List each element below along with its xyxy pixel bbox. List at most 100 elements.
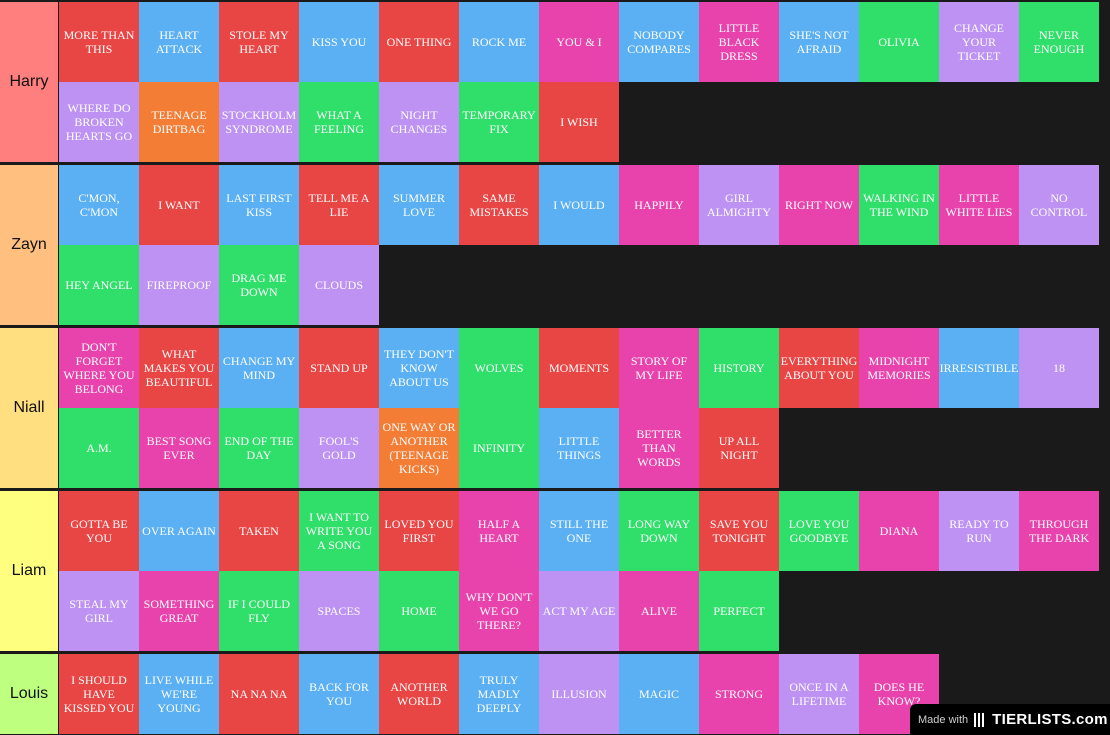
made-with-text: Made with [918, 713, 969, 726]
song-tile[interactable]: MORE THAN THIS [59, 2, 139, 82]
song-tile[interactable]: IRRESISTIBLE [939, 328, 1019, 408]
song-tile[interactable]: ACT MY AGE [539, 571, 619, 651]
song-tile[interactable]: BACK FOR YOU [299, 654, 379, 734]
song-tile[interactable]: HOME [379, 571, 459, 651]
song-tile[interactable]: NOBODY COMPARES [619, 2, 699, 82]
song-tile[interactable]: MIDNIGHT MEMORIES [859, 328, 939, 408]
song-tile[interactable]: GOTTA BE YOU [59, 491, 139, 571]
song-tile[interactable]: MOMENTS [539, 328, 619, 408]
song-tile[interactable]: STAND UP [299, 328, 379, 408]
song-tile[interactable]: LOVE YOU GOODBYE [779, 491, 859, 571]
song-tile[interactable]: INFINITY [459, 408, 539, 488]
song-tile[interactable]: TEMPORARY FIX [459, 82, 539, 162]
song-tile[interactable]: IF I COULD FLY [219, 571, 299, 651]
song-tile[interactable]: I WOULD [539, 165, 619, 245]
song-tile[interactable]: SOMETHING GREAT [139, 571, 219, 651]
song-tile[interactable]: MAGIC [619, 654, 699, 734]
song-tile[interactable]: LITTLE WHITE LIES [939, 165, 1019, 245]
song-tile[interactable]: I WANT [139, 165, 219, 245]
song-tile[interactable]: WHAT MAKES YOU BEAUTIFUL [139, 328, 219, 408]
song-tile[interactable]: YOU & I [539, 2, 619, 82]
song-tile[interactable]: CHANGE MY MIND [219, 328, 299, 408]
song-tile[interactable]: NO CONTROL [1019, 165, 1099, 245]
song-tile[interactable]: C'MON, C'MON [59, 165, 139, 245]
song-tile[interactable]: STRONG [699, 654, 779, 734]
tier-separator [0, 652, 1110, 654]
song-tile[interactable]: HISTORY [699, 328, 779, 408]
song-tile[interactable]: SAME MISTAKES [459, 165, 539, 245]
song-tile[interactable]: I WISH [539, 82, 619, 162]
tier-label-harry: Harry [0, 2, 58, 162]
song-tile[interactable]: DON'T FORGET WHERE YOU BELONG [59, 328, 139, 408]
song-tile[interactable]: I SHOULD HAVE KISSED YOU [59, 654, 139, 734]
song-tile[interactable]: HALF A HEART [459, 491, 539, 571]
tier-label-louis: Louis [0, 654, 58, 734]
song-tile[interactable]: LOVED YOU FIRST [379, 491, 459, 571]
song-tile[interactable]: NA NA NA [219, 654, 299, 734]
song-tile[interactable]: TRULY MADLY DEEPLY [459, 654, 539, 734]
song-tile[interactable]: A.M. [59, 408, 139, 488]
song-tile[interactable]: LITTLE THINGS [539, 408, 619, 488]
song-tile[interactable]: FIREPROOF [139, 245, 219, 325]
song-tile[interactable]: UP ALL NIGHT [699, 408, 779, 488]
song-tile[interactable]: NIGHT CHANGES [379, 82, 459, 162]
song-tile[interactable]: ALIVE [619, 571, 699, 651]
song-tile[interactable]: WALKING IN THE WIND [859, 165, 939, 245]
song-tile[interactable]: EVERYTHING ABOUT YOU [779, 328, 859, 408]
song-tile[interactable]: FOOL'S GOLD [299, 408, 379, 488]
song-tile[interactable]: ONE THING [379, 2, 459, 82]
song-tile[interactable]: CHANGE YOUR TICKET [939, 2, 1019, 82]
song-tile[interactable]: SAVE YOU TONIGHT [699, 491, 779, 571]
song-tile[interactable]: TELL ME A LIE [299, 165, 379, 245]
song-tile[interactable]: LONG WAY DOWN [619, 491, 699, 571]
tier-label-niall: Niall [0, 328, 58, 488]
song-tile[interactable]: ROCK ME [459, 2, 539, 82]
song-tile[interactable]: WHAT A FEELING [299, 82, 379, 162]
song-tile[interactable]: READY TO RUN [939, 491, 1019, 571]
song-tile[interactable]: SHE'S NOT AFRAID [779, 2, 859, 82]
song-tile[interactable]: I WANT TO WRITE YOU A SONG [299, 491, 379, 571]
song-tile[interactable]: STOCKHOLM SYNDROME [219, 82, 299, 162]
song-tile[interactable]: LITTLE BLACK DRESS [699, 2, 779, 82]
tierlists-brand-text: TIERLISTS.com [992, 711, 1108, 728]
song-tile[interactable]: WHERE DO BROKEN HEARTS GO [59, 82, 139, 162]
song-tile[interactable]: SPACES [299, 571, 379, 651]
song-tile[interactable]: STEAL MY GIRL [59, 571, 139, 651]
song-tile[interactable]: STOLE MY HEART [219, 2, 299, 82]
made-with-watermark[interactable]: Made with TIERLISTS.com [910, 704, 1110, 735]
song-tile[interactable]: ILLUSION [539, 654, 619, 734]
song-tile[interactable]: ONCE IN A LIFETIME [779, 654, 859, 734]
song-tile[interactable]: KISS YOU [299, 2, 379, 82]
song-tile[interactable]: THROUGH THE DARK [1019, 491, 1099, 571]
song-tile[interactable]: DRAG ME DOWN [219, 245, 299, 325]
song-tile[interactable]: BEST SONG EVER [139, 408, 219, 488]
song-tile[interactable]: HAPPILY [619, 165, 699, 245]
song-tile[interactable]: STILL THE ONE [539, 491, 619, 571]
song-tile[interactable]: PERFECT [699, 571, 779, 651]
song-tile[interactable]: LIVE WHILE WE'RE YOUNG [139, 654, 219, 734]
song-tile[interactable]: END OF THE DAY [219, 408, 299, 488]
song-tile[interactable]: DIANA [859, 491, 939, 571]
song-tile[interactable]: WHY DON'T WE GO THERE? [459, 571, 539, 651]
tier-separator [0, 489, 1110, 491]
song-tile[interactable]: STORY OF MY LIFE [619, 328, 699, 408]
song-tile[interactable]: OLIVIA [859, 2, 939, 82]
song-tile[interactable]: BETTER THAN WORDS [619, 408, 699, 488]
song-tile[interactable]: TAKEN [219, 491, 299, 571]
song-tile[interactable]: HEY ANGEL [59, 245, 139, 325]
song-tile[interactable]: HEART ATTACK [139, 2, 219, 82]
song-tile[interactable]: TEENAGE DIRTBAG [139, 82, 219, 162]
song-tile[interactable]: NEVER ENOUGH [1019, 2, 1099, 82]
song-tile[interactable]: GIRL ALMIGHTY [699, 165, 779, 245]
song-tile[interactable]: ONE WAY OR ANOTHER (TEENAGE KICKS) [379, 408, 459, 488]
song-tile[interactable]: WOLVES [459, 328, 539, 408]
song-tile[interactable]: THEY DON'T KNOW ABOUT US [379, 328, 459, 408]
song-tile[interactable]: SUMMER LOVE [379, 165, 459, 245]
song-tile[interactable]: 18 [1019, 328, 1099, 408]
song-tile[interactable]: ANOTHER WORLD [379, 654, 459, 734]
song-tile[interactable]: RIGHT NOW [779, 165, 859, 245]
song-tile[interactable]: OVER AGAIN [139, 491, 219, 571]
song-tile[interactable]: LAST FIRST KISS [219, 165, 299, 245]
song-tile[interactable]: CLOUDS [299, 245, 379, 325]
